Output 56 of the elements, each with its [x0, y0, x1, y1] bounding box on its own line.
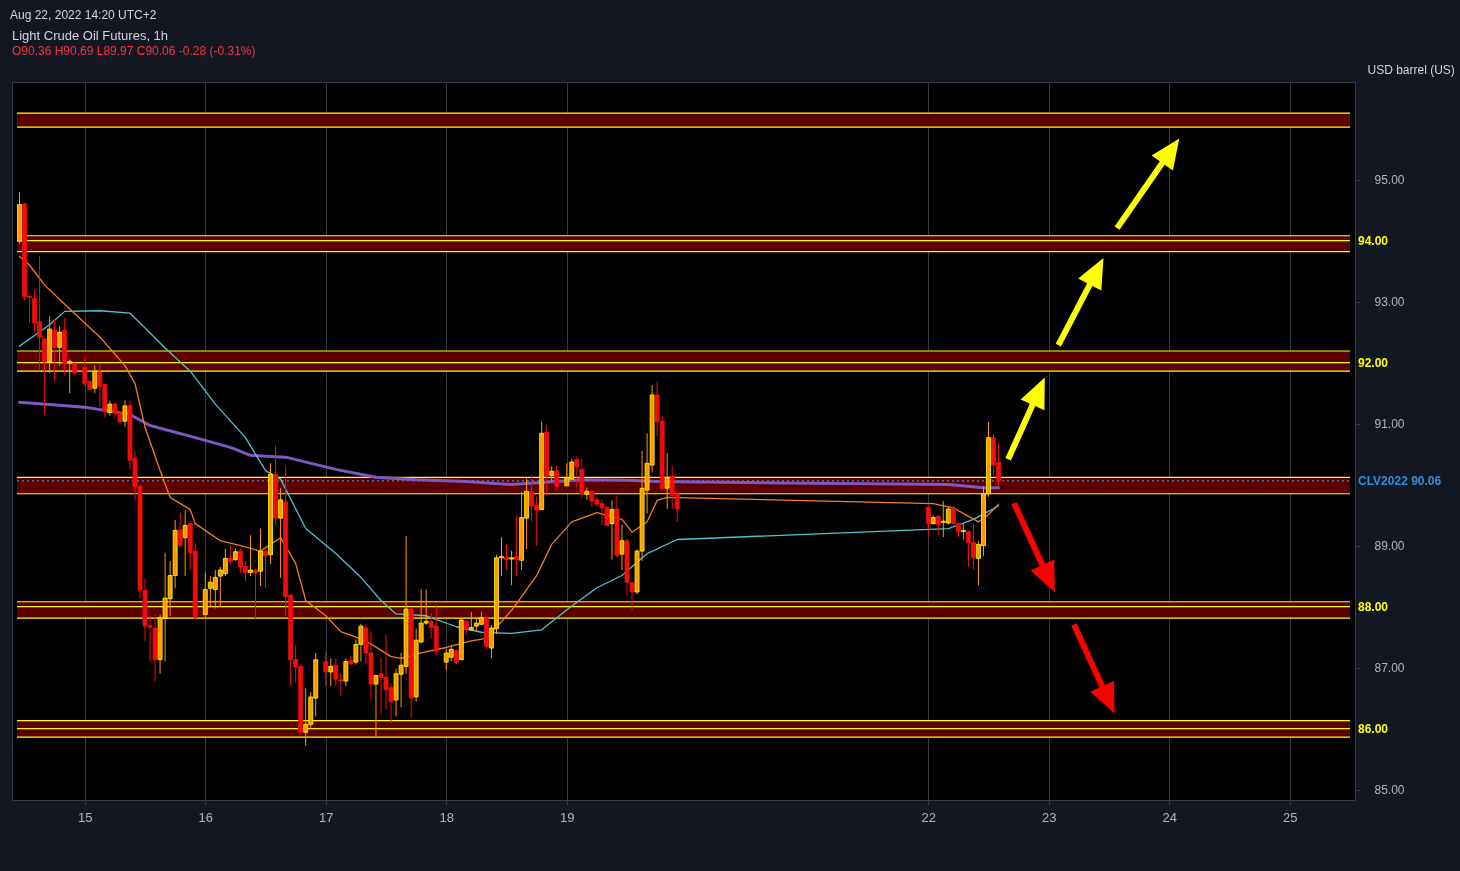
candlestick [323, 651, 329, 687]
candlestick [509, 550, 514, 586]
candlestick [619, 524, 625, 571]
candlestick [82, 356, 88, 387]
x-tick-label: 18 [439, 809, 455, 825]
candlestick [574, 455, 580, 489]
text: Aug 22, 2022 14:20 UTC+2 [10, 8, 157, 22]
candlestick [263, 545, 268, 589]
candlestick [348, 654, 354, 666]
candlestick [529, 476, 535, 522]
chart-title: Light Crude Oil Futures, 1h [12, 28, 169, 43]
line-series [18, 310, 1000, 635]
candlestick [328, 657, 334, 687]
x-tick-label: 16 [198, 809, 214, 825]
candlestick [182, 509, 188, 577]
ref-line-label: 86.00 [1358, 721, 1389, 736]
candlestick [584, 487, 590, 501]
chart-subtitle: O90.36 H90.69 L89.97 C90.06 -0.28 (-0.31%) [12, 44, 256, 58]
y-tick-label: 89.00 [1374, 539, 1405, 554]
ref-line-label: 94.00 [1358, 233, 1389, 248]
candlestick [227, 545, 233, 565]
candlestick [609, 499, 615, 561]
x-tick-label: 24 [1162, 809, 1177, 825]
candlestick [504, 543, 509, 571]
x-tick-label: 22 [921, 809, 936, 825]
y-tick-label: 91.00 [1374, 417, 1405, 432]
candlestick [248, 534, 253, 577]
candlestick [177, 512, 183, 547]
x-tick-label: 15 [78, 809, 93, 825]
candlestick [222, 548, 228, 577]
y-tick-label: 87.00 [1374, 661, 1405, 676]
y-axis-title: USD barrel (US) [1367, 62, 1455, 77]
candlestick [343, 657, 349, 687]
y-tick-label: 85.00 [1374, 783, 1405, 798]
y-tick-label: 95.00 [1374, 173, 1405, 188]
candlestick [333, 657, 339, 688]
candlestick [514, 515, 519, 577]
line-series [18, 255, 1000, 660]
candlestick [258, 528, 263, 587]
candlestick [925, 505, 931, 538]
x-tick-label: 17 [319, 809, 334, 825]
candlestick [122, 399, 128, 428]
candlestick [935, 514, 941, 536]
x-tick-label: 23 [1042, 809, 1057, 825]
x-tick-label: 25 [1283, 809, 1298, 825]
y-tick-label: 93.00 [1374, 295, 1405, 310]
x-tick-label: 19 [560, 809, 575, 825]
ref-line-label: CLV2022 90.06 [1358, 473, 1442, 488]
candlestick [52, 319, 58, 382]
candlestick [42, 337, 48, 415]
candlestick [554, 464, 560, 492]
candlestick [253, 568, 258, 620]
ref-line-label: 92.00 [1358, 355, 1389, 370]
ref-line-label: 88.00 [1358, 599, 1389, 614]
line-series [18, 400, 1001, 490]
candlestick [961, 522, 966, 541]
